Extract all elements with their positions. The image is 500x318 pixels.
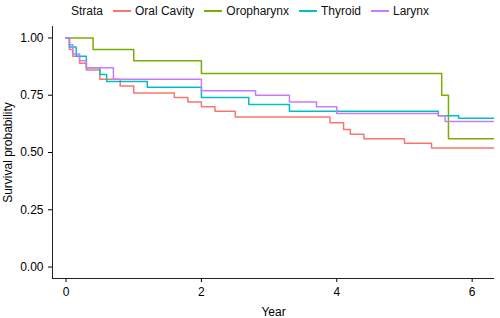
html-text:Oral Cavity: Oral Cavity <box>135 4 195 18</box>
svg-text:0.75: 0.75 <box>20 88 44 102</box>
svg-text:Year: Year <box>261 305 285 318</box>
svg-text:0.00: 0.00 <box>20 260 44 274</box>
svg-text:0: 0 <box>63 285 70 299</box>
html-text:Thyroid: Thyroid <box>321 4 361 18</box>
svg-text:0.25: 0.25 <box>20 203 44 217</box>
svg-text:2: 2 <box>198 285 205 299</box>
html-text:Oropharynx: Oropharynx <box>226 4 289 18</box>
html-text:Strata: Strata <box>70 4 103 18</box>
svg-text:Survival probability: Survival probability <box>1 102 15 203</box>
html-text:Larynx: Larynx <box>393 4 429 18</box>
svg-text:4: 4 <box>333 285 340 299</box>
svg-text:1.00: 1.00 <box>20 31 44 45</box>
svg-text:0.50: 0.50 <box>20 145 44 159</box>
svg-text:6: 6 <box>469 285 476 299</box>
